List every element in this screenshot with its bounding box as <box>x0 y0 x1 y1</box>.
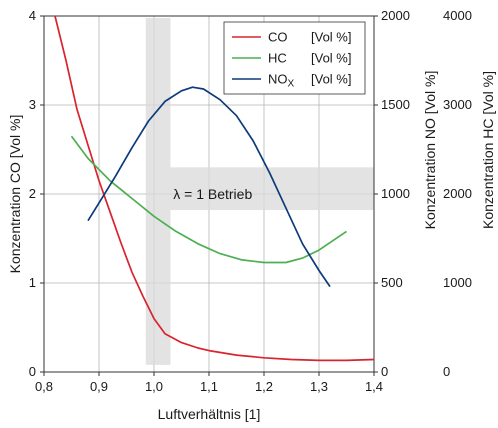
lambda-vertical-band <box>145 18 171 365</box>
legend-label-co: CO <box>268 30 288 45</box>
y-tick-label-no: 500 <box>381 275 403 290</box>
x-tick-label: 1,3 <box>310 379 328 394</box>
legend-label-hc: HC <box>268 51 287 66</box>
y-tick-label-no: 0 <box>381 364 388 379</box>
y-tick-label-hc: 2000 <box>443 186 472 201</box>
tick-labels: 0,8 0,9 1,0 1,1 1,2 1,3 1,40123405001000150020… <box>29 8 472 394</box>
y-tick-label-no: 1500 <box>381 97 410 112</box>
y-tick-label-hc: 3000 <box>443 97 472 112</box>
y-tick-label-hc: 0 <box>443 364 450 379</box>
y-axis-title-co: Konzentration CO [Vol %] <box>7 115 23 274</box>
y-tick-label-no: 1000 <box>381 186 410 201</box>
series-lines <box>54 15 375 362</box>
y-tick-label-co: 3 <box>29 97 36 112</box>
x-tick-label: 1,1 <box>200 379 218 394</box>
plot-frame <box>40 15 378 376</box>
x-tick-label: 1,2 <box>255 379 273 394</box>
x-tick-label: 1,4 <box>365 379 383 394</box>
legend-unit-nox: [Vol %] <box>311 72 351 87</box>
y-tick-label-co: 1 <box>29 275 36 290</box>
legend-unit-hc: [Vol %] <box>311 51 351 66</box>
y-tick-label-no: 2000 <box>381 8 410 23</box>
y-tick-label-co: 0 <box>29 364 36 379</box>
x-tick-label: 0,9 <box>90 379 108 394</box>
y-tick-label-co: 4 <box>29 8 36 23</box>
lambda-annotation: λ = 1 Betrieb <box>173 186 252 202</box>
x-tick-label: 0,8 <box>35 379 53 394</box>
series-line-hc <box>70 135 347 264</box>
series-line-no <box>87 86 331 288</box>
y-tick-label-co: 2 <box>29 186 36 201</box>
series-line-co <box>54 15 375 362</box>
y-axis-title-hc: Konzentration HC [Vol %] <box>480 71 496 229</box>
legend: CO [Vol %] HC [Vol %] NOX [Vol %] <box>223 21 366 95</box>
y-tick-label-hc: 4000 <box>443 8 472 23</box>
x-tick-label: 1,0 <box>145 379 163 394</box>
y-axis-title-no: Konzentration NO [Vol %] <box>422 71 438 230</box>
legend-label-nox: NOX <box>268 72 295 90</box>
lambda-band <box>145 18 374 365</box>
x-axis-title: Luftverhältnis [1] <box>158 406 261 422</box>
y-tick-label-hc: 1000 <box>443 275 472 290</box>
legend-unit-co: [Vol %] <box>311 30 351 45</box>
lambda-horizontal-band <box>170 167 374 211</box>
